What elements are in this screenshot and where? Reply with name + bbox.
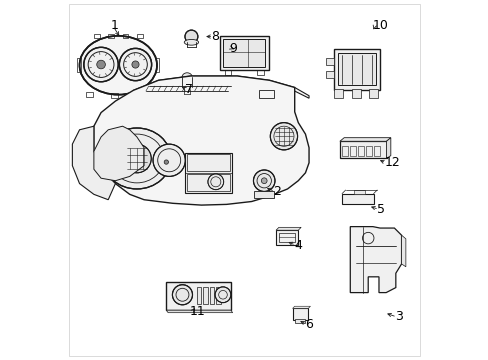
- Bar: [258, 90, 273, 98]
- Bar: [341, 194, 373, 204]
- Bar: [220, 36, 268, 70]
- Text: 7: 7: [185, 83, 193, 96]
- Text: 12: 12: [384, 156, 399, 169]
- Bar: [276, 230, 298, 244]
- Bar: [333, 49, 379, 90]
- Polygon shape: [339, 138, 390, 141]
- Circle shape: [132, 61, 139, 68]
- Bar: [111, 93, 118, 98]
- Bar: [223, 39, 265, 67]
- Ellipse shape: [182, 73, 192, 81]
- Polygon shape: [94, 76, 308, 205]
- Bar: [351, 89, 360, 98]
- Polygon shape: [166, 310, 232, 313]
- Bar: [373, 145, 379, 156]
- Bar: [338, 53, 375, 85]
- Circle shape: [270, 123, 297, 150]
- Polygon shape: [401, 235, 405, 267]
- Text: 6: 6: [304, 318, 312, 331]
- Bar: [196, 287, 201, 305]
- Bar: [224, 70, 231, 75]
- Bar: [254, 191, 274, 198]
- Bar: [368, 89, 378, 98]
- Text: 9: 9: [229, 41, 237, 54]
- Bar: [333, 89, 343, 98]
- Bar: [155, 58, 159, 72]
- Circle shape: [83, 47, 118, 82]
- Bar: [325, 71, 333, 78]
- Circle shape: [119, 48, 151, 81]
- Bar: [108, 35, 114, 38]
- Circle shape: [261, 178, 266, 184]
- Bar: [77, 58, 81, 72]
- Text: 5: 5: [376, 203, 385, 216]
- Bar: [122, 35, 128, 38]
- Ellipse shape: [182, 85, 192, 89]
- Bar: [216, 287, 221, 305]
- Bar: [137, 35, 142, 38]
- Text: 3: 3: [394, 310, 402, 324]
- Bar: [339, 141, 386, 158]
- Text: 11: 11: [190, 306, 205, 319]
- Bar: [292, 309, 308, 320]
- Bar: [203, 287, 207, 305]
- Bar: [187, 174, 230, 192]
- Polygon shape: [72, 126, 115, 200]
- Text: 8: 8: [211, 30, 219, 43]
- Text: 10: 10: [372, 19, 388, 32]
- Circle shape: [153, 144, 185, 176]
- Bar: [357, 145, 363, 156]
- Bar: [86, 93, 93, 97]
- Polygon shape: [386, 138, 390, 158]
- Circle shape: [122, 144, 151, 173]
- Bar: [349, 145, 355, 156]
- Bar: [295, 319, 305, 323]
- Bar: [209, 287, 214, 305]
- Bar: [185, 153, 231, 193]
- Ellipse shape: [80, 36, 157, 95]
- Circle shape: [253, 170, 274, 192]
- Bar: [257, 70, 263, 75]
- Circle shape: [172, 285, 192, 305]
- Ellipse shape: [102, 128, 171, 189]
- Circle shape: [164, 160, 168, 164]
- Bar: [187, 154, 230, 171]
- Ellipse shape: [184, 40, 198, 45]
- Polygon shape: [133, 76, 308, 98]
- Text: 2: 2: [273, 185, 281, 198]
- Circle shape: [207, 174, 223, 190]
- Bar: [132, 93, 140, 98]
- Polygon shape: [276, 227, 301, 230]
- Bar: [325, 58, 333, 65]
- Bar: [353, 190, 364, 194]
- Text: 4: 4: [293, 239, 301, 252]
- Bar: [166, 282, 230, 310]
- Circle shape: [184, 30, 198, 43]
- Circle shape: [97, 60, 105, 69]
- Bar: [94, 35, 100, 38]
- Text: 1: 1: [111, 19, 119, 32]
- Bar: [366, 145, 371, 156]
- Bar: [116, 161, 124, 166]
- Polygon shape: [292, 306, 310, 309]
- Polygon shape: [349, 226, 401, 293]
- Bar: [342, 145, 347, 156]
- Circle shape: [215, 287, 230, 303]
- Bar: [278, 233, 295, 242]
- Polygon shape: [94, 126, 144, 181]
